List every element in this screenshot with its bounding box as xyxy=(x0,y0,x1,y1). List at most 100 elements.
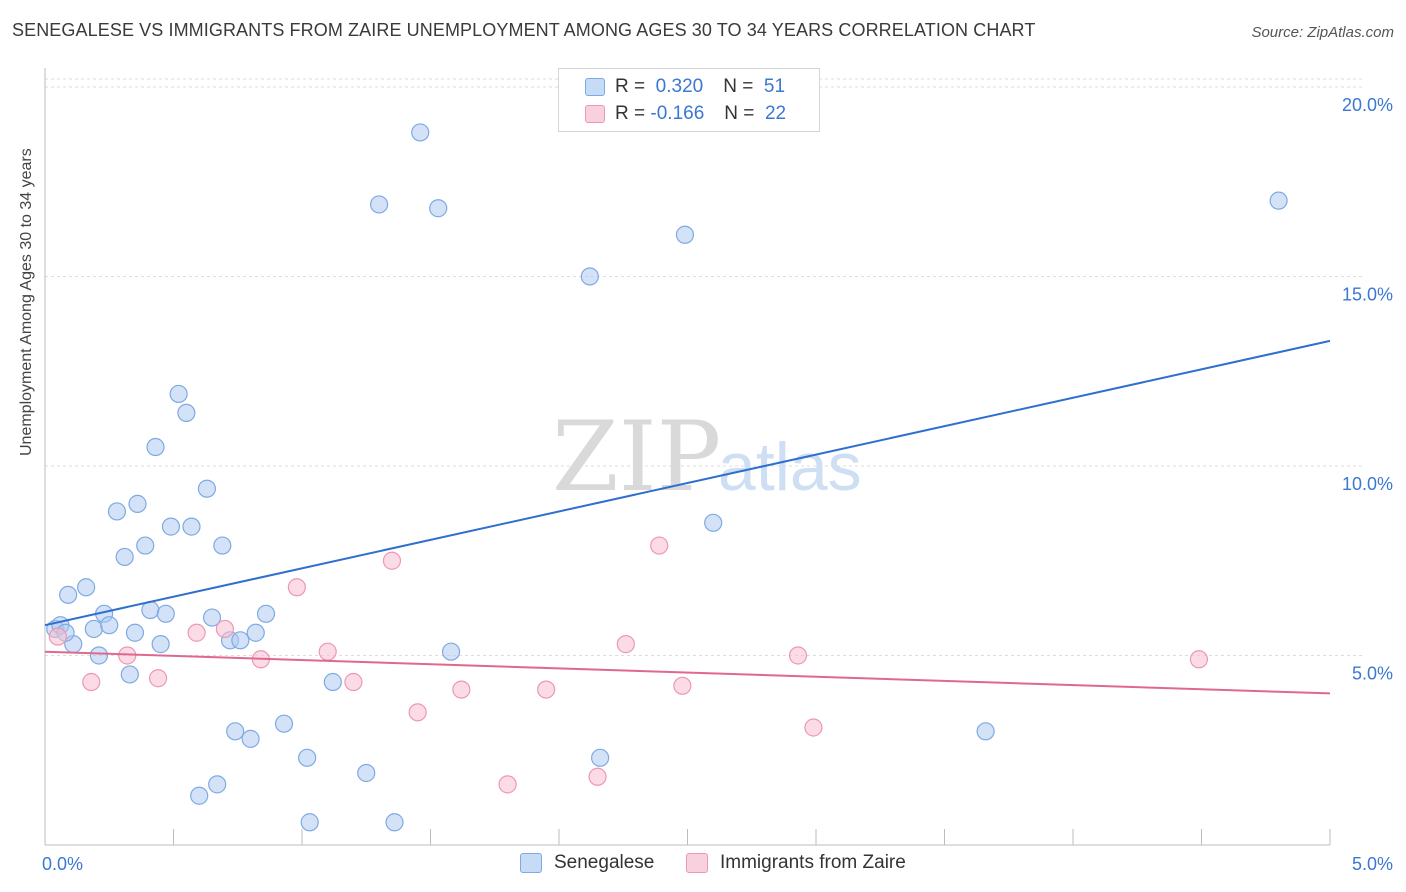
senegalese-point xyxy=(115,547,134,567)
zaire-point xyxy=(804,718,823,737)
senegalese-point xyxy=(182,517,201,536)
legend-label-zaire: Immigrants from Zaire xyxy=(720,852,906,873)
watermark-zip: ZIP xyxy=(552,401,721,513)
zaire-point xyxy=(287,578,306,597)
legend-label-senegalese: Senegalese xyxy=(554,852,655,873)
zaire-point xyxy=(187,623,206,642)
zaire-point xyxy=(48,627,67,646)
watermark-atlas: atlas xyxy=(718,429,862,505)
senegalese-point xyxy=(1269,191,1288,210)
x-tick-label-min: 0.0% xyxy=(42,854,83,874)
senegalese-point xyxy=(241,729,260,748)
zaire-point xyxy=(1189,650,1209,669)
senegalese-point xyxy=(213,536,232,555)
zaire-point xyxy=(344,672,363,692)
zaire-point xyxy=(318,642,337,661)
senegalese-point xyxy=(298,748,317,767)
legend-r-value: -0.166 xyxy=(650,103,705,124)
senegalese-point xyxy=(441,642,461,661)
senegalese-point xyxy=(190,786,209,805)
senegalese-point xyxy=(231,631,250,650)
y-tick-label: 20.0% xyxy=(1342,95,1393,115)
zaire-point xyxy=(588,767,607,786)
senegalese-point xyxy=(128,494,147,513)
legend-r-label: R = xyxy=(615,103,646,124)
legend-item-senegalese: Senegalese xyxy=(520,852,654,874)
senegalese-point xyxy=(107,502,127,521)
senegalese-point xyxy=(580,267,599,286)
zaire-point xyxy=(673,676,692,695)
senegalese-point xyxy=(146,437,165,457)
senegalese-point xyxy=(136,536,155,555)
zaire-point xyxy=(498,775,517,794)
legend-swatch-pink xyxy=(686,853,708,873)
senegalese-point xyxy=(169,384,188,404)
senegalese-point xyxy=(177,403,196,423)
zaire-point xyxy=(148,669,168,688)
data-points xyxy=(46,123,1288,832)
senegalese-point xyxy=(357,763,376,783)
senegalese-point xyxy=(120,665,139,684)
senegalese-point xyxy=(84,619,103,639)
y-tick-label: 10.0% xyxy=(1342,474,1393,494)
trend-lines xyxy=(44,339,1331,695)
zaire-point xyxy=(650,536,669,555)
senegalese-point xyxy=(226,722,245,741)
senegalese-point xyxy=(77,578,96,597)
senegalese-point xyxy=(411,123,430,142)
correlation-legend: R = 0.320 N = 51 R = -0.166 N = 22 xyxy=(558,68,820,132)
senegalese-point xyxy=(323,672,342,692)
legend-swatch-pink xyxy=(585,105,605,123)
legend-row-senegalese: R = 0.320 N = 51 xyxy=(585,74,785,100)
legend-r-label: R = xyxy=(615,76,646,97)
senegalese-point xyxy=(89,646,109,665)
zaire-point xyxy=(537,680,556,699)
senegalese-point xyxy=(274,714,294,733)
legend-item-zaire: Immigrants from Zaire xyxy=(686,852,906,874)
senegalese-point xyxy=(976,722,995,741)
zaire-point xyxy=(408,703,427,722)
senegalese-point xyxy=(151,635,170,654)
senegalese-point xyxy=(675,225,695,244)
gridlines xyxy=(45,78,1365,656)
legend-n-label: N = xyxy=(723,76,754,97)
legend-swatch-blue xyxy=(585,78,605,96)
y-tick-label: 15.0% xyxy=(1342,284,1393,304)
legend-row-zaire: R = -0.166 N = 22 xyxy=(585,101,786,127)
source-label: Source: ZipAtlas.com xyxy=(1251,24,1394,41)
tick-labels: 5.0% 10.0% 15.0% 20.0% 0.0% 5.0% xyxy=(42,95,1393,874)
legend-n-value: 22 xyxy=(764,103,787,124)
senegalese-point xyxy=(208,775,227,794)
senegalese-point xyxy=(300,813,319,832)
senegalese-point xyxy=(100,616,119,635)
zaire-point xyxy=(452,680,471,699)
senegalese-point xyxy=(429,199,448,218)
senegalese-point xyxy=(591,748,610,767)
senegalese-point xyxy=(370,195,389,214)
zaire-point xyxy=(382,551,402,570)
series-legend: Senegalese Immigrants from Zaire xyxy=(0,852,1406,878)
senegalese-point xyxy=(246,623,265,642)
senegalese-trend-line xyxy=(44,339,1331,627)
zaire-point xyxy=(788,646,808,665)
zaire-trend-line xyxy=(44,650,1331,695)
senegalese-point xyxy=(161,517,181,536)
chart-title: SENEGALESE VS IMMIGRANTS FROM ZAIRE UNEM… xyxy=(12,20,1036,40)
senegalese-point xyxy=(385,813,404,832)
axes xyxy=(44,68,1331,846)
zaire-point xyxy=(616,635,635,654)
legend-n-label: N = xyxy=(724,103,755,124)
zaire-point xyxy=(215,619,234,639)
zaire-point xyxy=(82,672,101,692)
x-tick-label-max: 5.0% xyxy=(1352,854,1393,874)
senegalese-point xyxy=(156,604,175,623)
y-tick-label: 5.0% xyxy=(1352,663,1393,683)
legend-n-value: 51 xyxy=(763,76,786,97)
senegalese-point xyxy=(125,623,145,642)
legend-r-value: 0.320 xyxy=(655,76,704,97)
senegalese-point xyxy=(704,513,723,532)
senegalese-point xyxy=(202,608,222,627)
senegalese-point xyxy=(197,479,217,498)
legend-swatch-blue xyxy=(520,853,542,873)
